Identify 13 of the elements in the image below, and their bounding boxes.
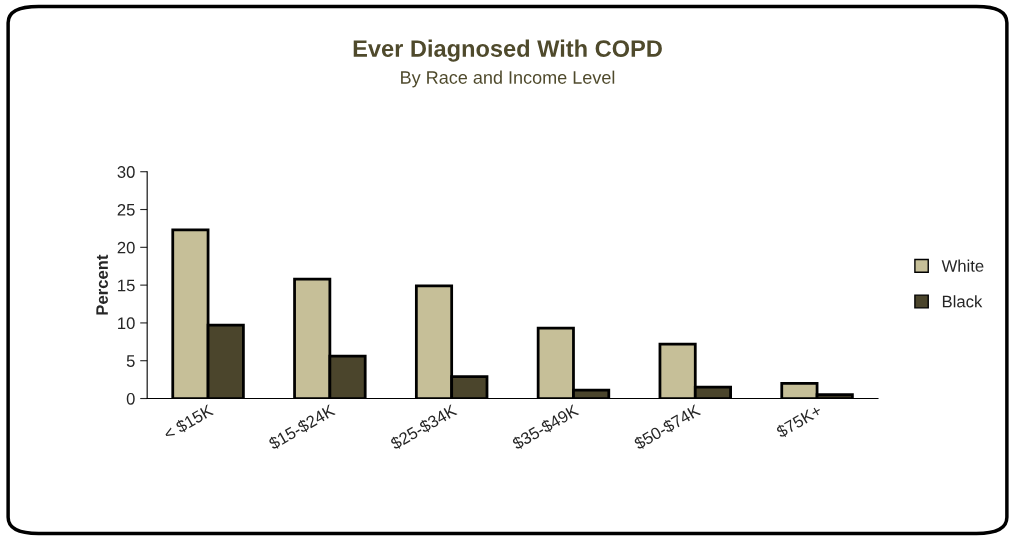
y-tick-label: 10 [118,317,135,330]
legend-label: White [941,259,984,272]
chart-title: Ever Diagnosed With COPD [353,39,662,62]
y-tick-label: 0 [126,392,135,405]
chart-subtitle: By Race and Income Level [401,70,615,88]
y-tick-label: 25 [117,203,135,216]
legend-label: Black [942,295,983,308]
y-tick-label: 20 [117,241,135,254]
x-tick-label: < $15K [162,403,215,442]
y-tick-label: 15 [118,279,135,292]
y-tick-label: 30 [117,166,135,178]
y-tick-label: 5 [126,355,135,367]
y-axis-title: Percent [96,254,108,315]
